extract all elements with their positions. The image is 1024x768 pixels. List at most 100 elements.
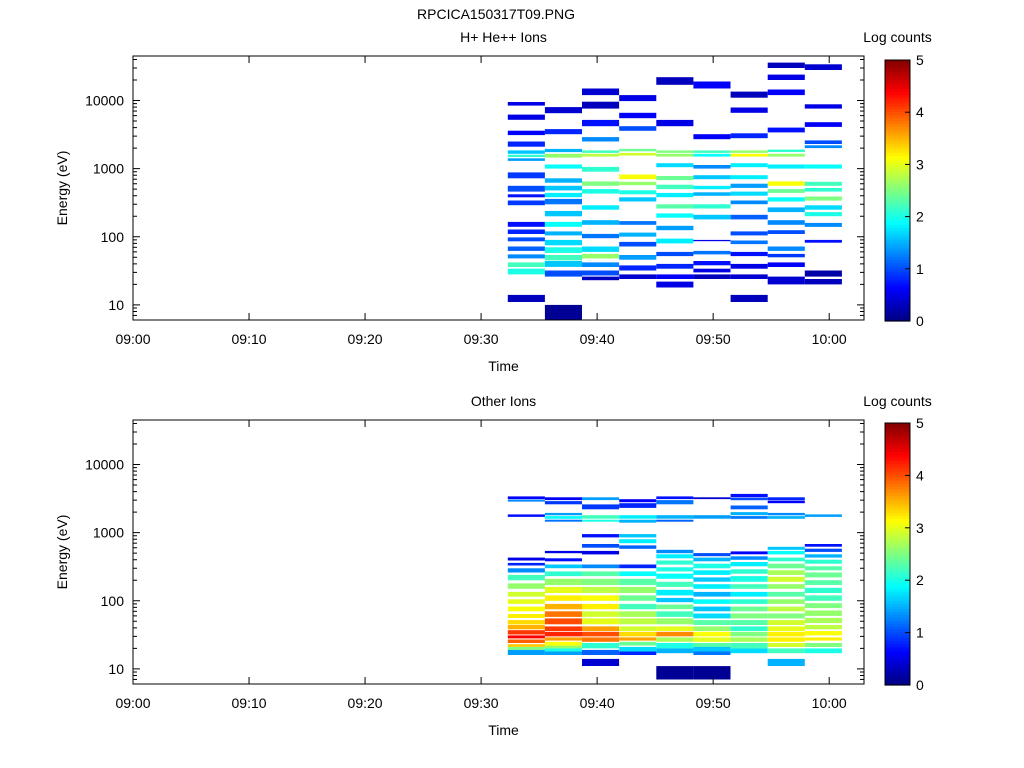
heatmap-cell [656,263,694,269]
heatmap-cell [507,158,545,161]
colorbar-band [885,667,910,672]
heatmap-cell [767,550,805,555]
heatmap-cell [619,503,657,508]
colorbar-band [885,184,910,189]
heatmap-cell [582,578,620,586]
heatmap-cell [507,294,545,302]
heatmap-cell [582,649,620,655]
colorbar-band [885,580,910,584]
heatmap-cell [582,631,620,637]
colorbar-tick-label: 4 [916,467,924,483]
colorbar-band [885,556,910,561]
heatmap-cell [730,613,768,619]
colorbar-band [885,80,910,84]
heatmap-cell [693,175,731,180]
colorbar-band [885,455,910,459]
heatmap-cell [619,221,657,225]
heatmap-cell [507,200,545,206]
colorbar-band [885,228,910,232]
heatmap-cell [582,262,620,267]
heatmap-cell [804,164,842,169]
colorbar-band [885,318,910,322]
x-tick-label: 10:00 [812,331,847,347]
plot-frame [132,419,865,685]
heatmap-cell [767,181,805,186]
y-tick-label: 10 [108,661,124,677]
colorbar-band [885,260,910,264]
colorbar-band [885,577,910,581]
heatmap-cell [730,263,768,269]
heatmap-cell [656,581,694,587]
colorbar-band [885,161,910,165]
heatmap-cell [619,112,657,119]
heatmap-cell [582,564,620,569]
heatmap-cell [507,514,545,517]
heatmap-cell [507,185,545,192]
heatmap-cell [582,253,620,259]
heatmap-cell [582,270,620,276]
heatmap-cell [656,611,694,617]
heatmap-cell [656,163,694,168]
heatmap-cell [730,150,768,153]
heatmap-cell [804,625,842,630]
heatmap-cell [656,225,694,231]
heatmap-cell [730,294,768,302]
heatmap-cell [693,606,731,612]
heatmap-cell [656,637,694,642]
heatmap-cell [656,631,694,637]
heatmap-cell [544,631,582,637]
heatmap-cell [804,104,842,109]
colorbar-band [885,484,910,488]
heatmap-cell [619,646,657,652]
colorbar-band [885,286,910,290]
colorbar-band [885,635,910,640]
colorbar-band [885,583,910,587]
x-tick-label: 09:10 [232,331,267,347]
colorbar-band [885,300,910,305]
heatmap-cell [693,626,731,631]
colorbar-band [885,207,910,212]
colorbar-band [885,173,910,177]
heatmap-cell [619,564,657,569]
colorbar-band [885,236,910,241]
heatmap-cell [619,197,657,202]
colorbar-tick-label: 5 [916,52,924,68]
heatmap-cell [582,166,620,172]
heatmap-cell [507,221,545,227]
heatmap-cell [767,557,805,562]
y-tick-label: 100 [101,229,125,245]
heatmap-cell [619,637,657,641]
heatmap-cell [693,81,731,89]
colorbar-band [885,213,910,218]
colorbar-band [885,606,910,610]
colorbar-band [885,103,910,107]
colorbar-band [885,504,910,509]
heatmap-cell [767,658,805,666]
heatmap-cell [582,189,620,194]
colorbar-band [885,661,910,666]
heatmap-cell [656,500,694,505]
heatmap-cell [693,584,731,589]
y-tick-label: 100 [101,593,125,609]
colorbar-label: Log counts [863,393,932,409]
heatmap-cell [544,641,582,646]
heatmap-cell [582,220,620,225]
colorbar-band [885,158,910,163]
heatmap-cell [507,254,545,259]
heatmap-cell [767,164,805,169]
panel-title: Other Ions [471,393,536,409]
colorbar-band [885,109,910,113]
colorbar-band [885,539,910,543]
heatmap-cell [730,556,768,560]
colorbar-band [885,434,910,439]
colorbar-band [885,463,910,468]
colorbar-band [885,138,910,142]
heatmap-cell [507,644,545,647]
heatmap-cell [804,559,842,564]
y-tick-label: 1000 [93,161,124,177]
heatmap-cell [730,620,768,625]
heatmap-cell [544,148,582,153]
colorbar-band [885,670,910,674]
heatmap-cell [619,174,657,180]
